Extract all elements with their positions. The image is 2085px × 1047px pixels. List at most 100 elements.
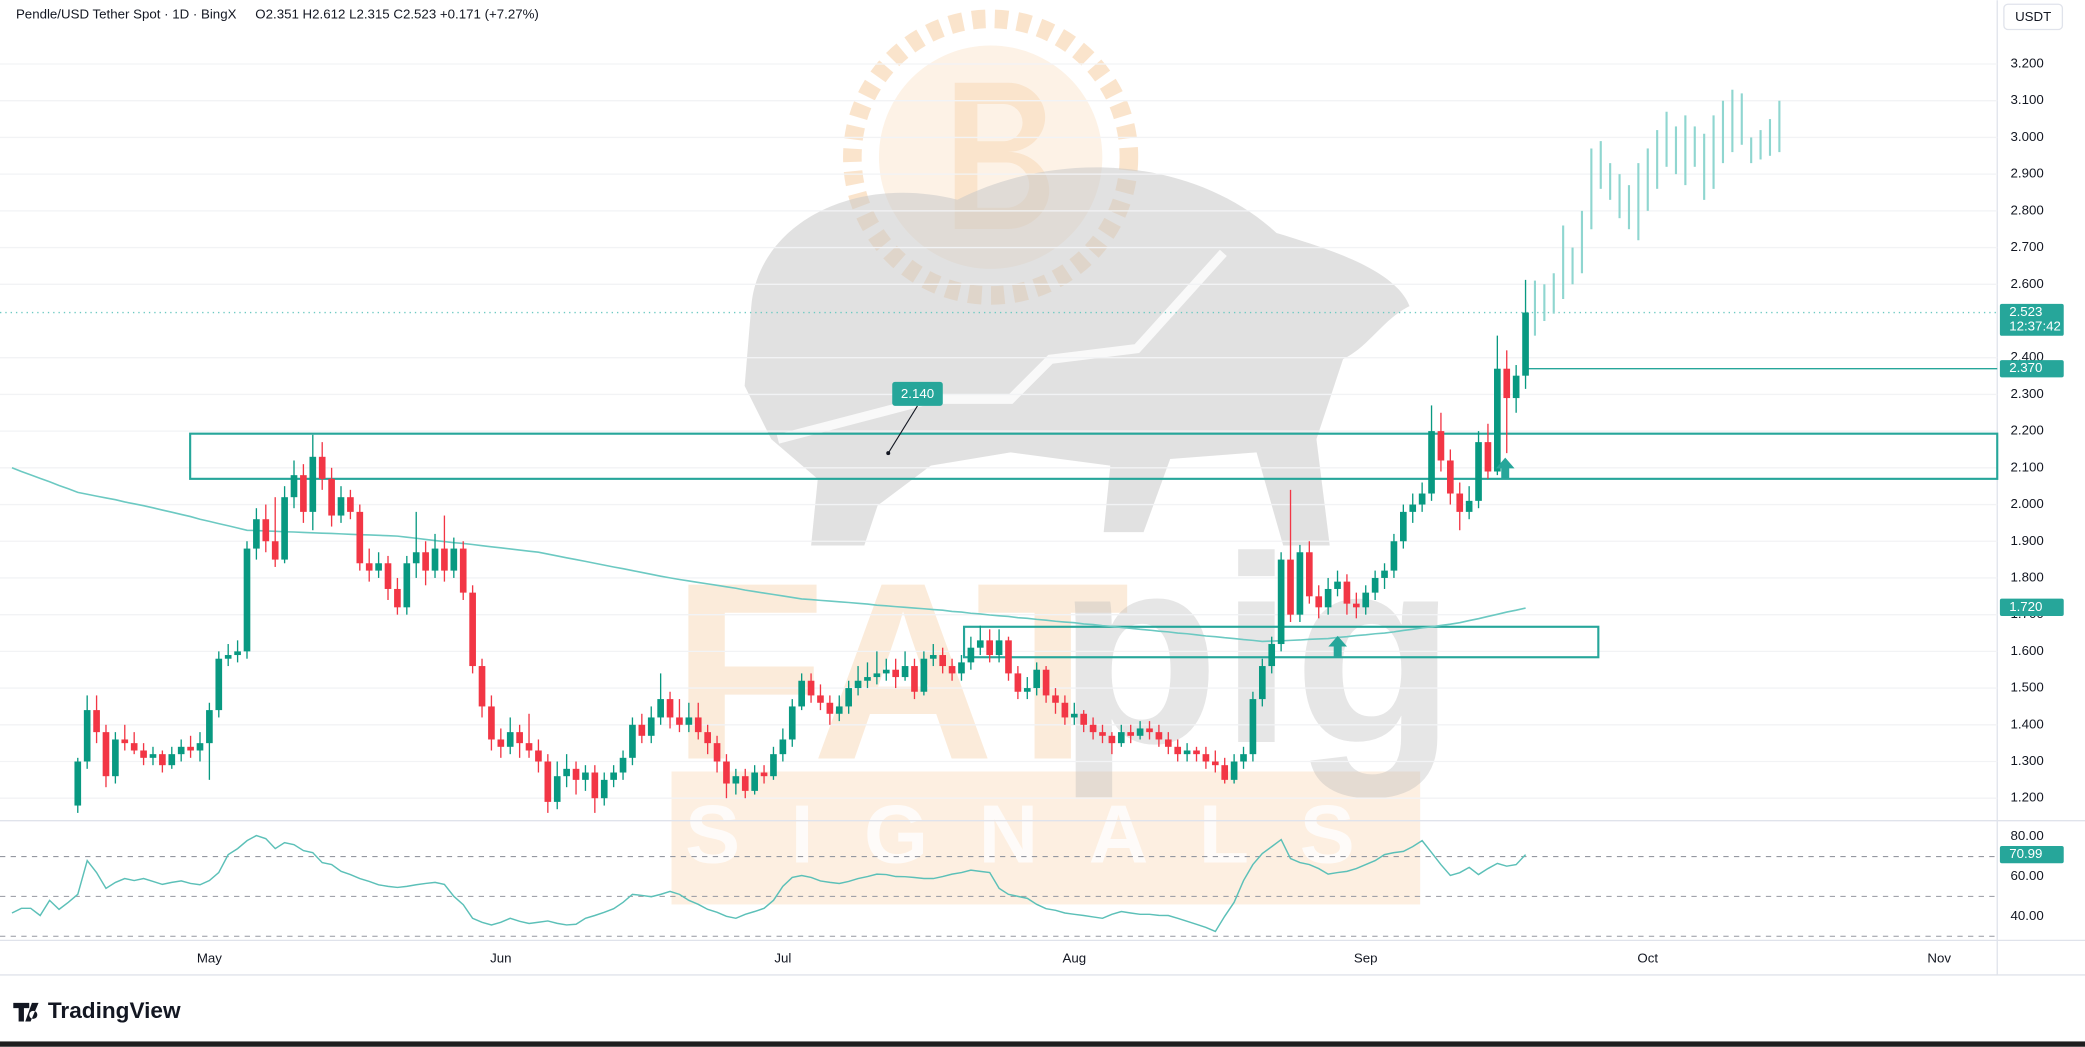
- candle-body: [478, 666, 486, 707]
- candle-body: [882, 669, 890, 674]
- candle-body: [469, 592, 476, 667]
- candle-body: [318, 456, 326, 479]
- candle-body: [591, 772, 599, 799]
- callout-label: 2.140: [901, 386, 934, 401]
- candle-body: [610, 772, 617, 780]
- watermark-text: SIGNALS: [685, 788, 1405, 880]
- candle-body: [1258, 666, 1266, 700]
- y-tick-label: 1.200: [2011, 790, 2044, 805]
- y-tick-label: 2.700: [2011, 239, 2044, 254]
- brand: TradingView: [48, 998, 181, 1023]
- y-tick-label: 2.800: [2011, 202, 2044, 217]
- candle-body: [535, 750, 542, 762]
- candle-body: [422, 552, 429, 571]
- candle-body: [403, 563, 411, 608]
- price-marker: [1999, 598, 2064, 616]
- candle-body: [1362, 592, 1370, 608]
- candle-body: [1268, 644, 1276, 667]
- candle-body: [920, 658, 928, 692]
- candle-body: [1221, 765, 1229, 780]
- candle-body: [1202, 754, 1210, 762]
- candle-body: [140, 750, 147, 758]
- candle-body: [1061, 702, 1069, 718]
- candle-body: [347, 497, 354, 512]
- currency: USDT: [2015, 9, 2051, 24]
- candle-body: [1033, 669, 1041, 689]
- candle-body: [253, 519, 260, 549]
- candle-body: [488, 706, 495, 740]
- price-marker: [1999, 360, 2064, 378]
- y-tick-label: 2.900: [2011, 166, 2044, 181]
- candle-body: [1183, 750, 1191, 755]
- candle-body: [685, 717, 693, 725]
- currency-box[interactable]: [2003, 3, 2064, 31]
- candle-body: [1287, 559, 1294, 615]
- candle-body: [224, 655, 232, 659]
- candle-body: [572, 768, 580, 780]
- candle-body: [337, 497, 345, 516]
- candle-body: [1522, 312, 1529, 376]
- x-tick-label: Aug: [1062, 950, 1086, 965]
- candle-body: [1353, 603, 1360, 608]
- y-tick-label: 3.100: [2011, 92, 2044, 107]
- candle-body: [1484, 442, 1492, 472]
- y-tick-label: 1.300: [2011, 753, 2044, 768]
- price-marker-label: 2.523: [2009, 304, 2042, 319]
- price-marker-label: 2.370: [2009, 360, 2042, 375]
- candle-body: [967, 647, 975, 663]
- y-tick-label: 1.500: [2011, 680, 2044, 695]
- y-tick-label: 2.200: [2011, 423, 2044, 438]
- candle-body: [845, 688, 852, 707]
- candle-body: [835, 706, 843, 714]
- candle-body: [1193, 750, 1200, 755]
- candle-body: [751, 772, 758, 791]
- rsi-line: [11, 834, 1527, 933]
- candle-body: [647, 717, 655, 736]
- y-tick-label: 2.600: [2011, 276, 2044, 291]
- price-marker: [1999, 303, 2064, 336]
- y-tick-label: 2.100: [2011, 459, 2044, 474]
- candle-body: [629, 724, 636, 758]
- candle-body: [770, 754, 777, 777]
- candle-body: [939, 655, 947, 667]
- candle-body: [516, 732, 523, 744]
- y-tick-label: 1.400: [2011, 716, 2044, 731]
- candle-body: [431, 548, 439, 571]
- y-tick-label: 2.300: [2011, 386, 2044, 401]
- candle-body: [1475, 442, 1482, 501]
- candle-body: [1428, 431, 1435, 494]
- candle-body: [1127, 732, 1135, 736]
- candle-body: [892, 669, 899, 678]
- candle-body: [807, 680, 815, 696]
- x-tick-label: Nov: [1927, 950, 1951, 965]
- candle-body: [1136, 728, 1144, 736]
- candle-body: [497, 739, 505, 747]
- candle-body: [1277, 559, 1285, 645]
- candle-body: [817, 695, 824, 703]
- x-tick-label: Oct: [1637, 950, 1658, 965]
- candle-body: [694, 717, 702, 733]
- ohlc-summary: O2.351 H2.612 L2.315 C2.523 +0.171 (+7.2…: [255, 6, 539, 21]
- candle-body: [215, 658, 223, 711]
- candle-body: [506, 732, 514, 747]
- zone: [189, 432, 1999, 480]
- watermark-band: [671, 771, 1421, 905]
- candle-body: [234, 651, 241, 656]
- candle-body: [290, 475, 298, 498]
- candle-body: [1070, 713, 1078, 718]
- candle-body: [1080, 713, 1088, 725]
- candle-body: [121, 739, 129, 744]
- candle-body: [328, 478, 335, 516]
- candle-body: [929, 655, 937, 659]
- x-tick-label: Jun: [490, 950, 511, 965]
- y-tick-label: 3.000: [2011, 129, 2044, 144]
- candle-body: [177, 746, 185, 755]
- candle-body: [300, 475, 307, 512]
- candle-body: [1249, 699, 1257, 755]
- up-arrow: [1495, 457, 1515, 479]
- x-tick-label: May: [197, 950, 222, 965]
- candle-body: [384, 563, 392, 589]
- candle-body: [1390, 541, 1398, 571]
- candle-body: [262, 519, 270, 542]
